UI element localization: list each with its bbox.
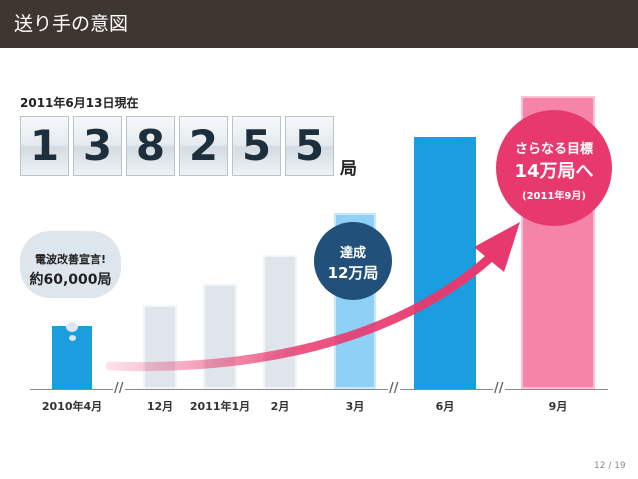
counter-digit: 1 — [20, 116, 69, 176]
bar-2011-01 — [203, 284, 237, 389]
tick-label: 2010年4月 — [41, 400, 103, 413]
start-callout-line2: 約60,000局 — [29, 272, 112, 288]
counter-digit: 8 — [126, 116, 175, 176]
goal-line3: (2011年9月) — [522, 191, 586, 202]
slide-title-bar: 送り手の意図 — [0, 0, 638, 48]
tick-label: 6月 — [435, 400, 455, 413]
counter-digit: 5 — [232, 116, 281, 176]
tick-label: 2月 — [270, 400, 290, 413]
achieved-badge: 達成 12万局 — [314, 222, 392, 300]
station-counter: 1 3 8 2 5 5 — [20, 116, 338, 178]
chart-baseline — [30, 389, 608, 390]
counter-digit: 2 — [179, 116, 228, 176]
cloud-tail-dot — [66, 322, 78, 332]
bar-06 — [414, 137, 476, 389]
axis-break-icon: // — [388, 381, 400, 397]
goal-line1: さらなる目標 — [514, 142, 593, 157]
counter-date-label: 2011年6月13日現在 — [20, 96, 139, 110]
tick-label: 12月 — [146, 400, 174, 413]
axis-break-icon: // — [113, 381, 125, 397]
counter-unit: 局 — [340, 159, 357, 179]
counter-digit: 3 — [73, 116, 122, 176]
bar-02 — [263, 255, 297, 389]
goal-line2: 14万局へ — [514, 161, 594, 182]
tick-label: 9月 — [548, 400, 568, 413]
cloud-tail-dot — [69, 335, 76, 341]
page-indicator: 12 / 19 — [594, 461, 626, 471]
start-callout-line1: 電波改善宣言! — [34, 253, 107, 266]
axis-break-icon: // — [493, 381, 505, 397]
tick-label: 2011年1月 — [189, 400, 251, 413]
bar-12 — [143, 305, 177, 389]
counter-digit: 5 — [285, 116, 334, 176]
achieved-line2: 12万局 — [327, 264, 379, 282]
start-speech-cloud: 電波改善宣言! 約60,000局 — [20, 231, 121, 298]
slide-title: 送り手の意図 — [14, 13, 129, 35]
goal-badge: さらなる目標 14万局へ (2011年9月) — [496, 110, 612, 226]
achieved-line1: 達成 — [339, 246, 366, 261]
tick-label: 3月 — [345, 400, 365, 413]
